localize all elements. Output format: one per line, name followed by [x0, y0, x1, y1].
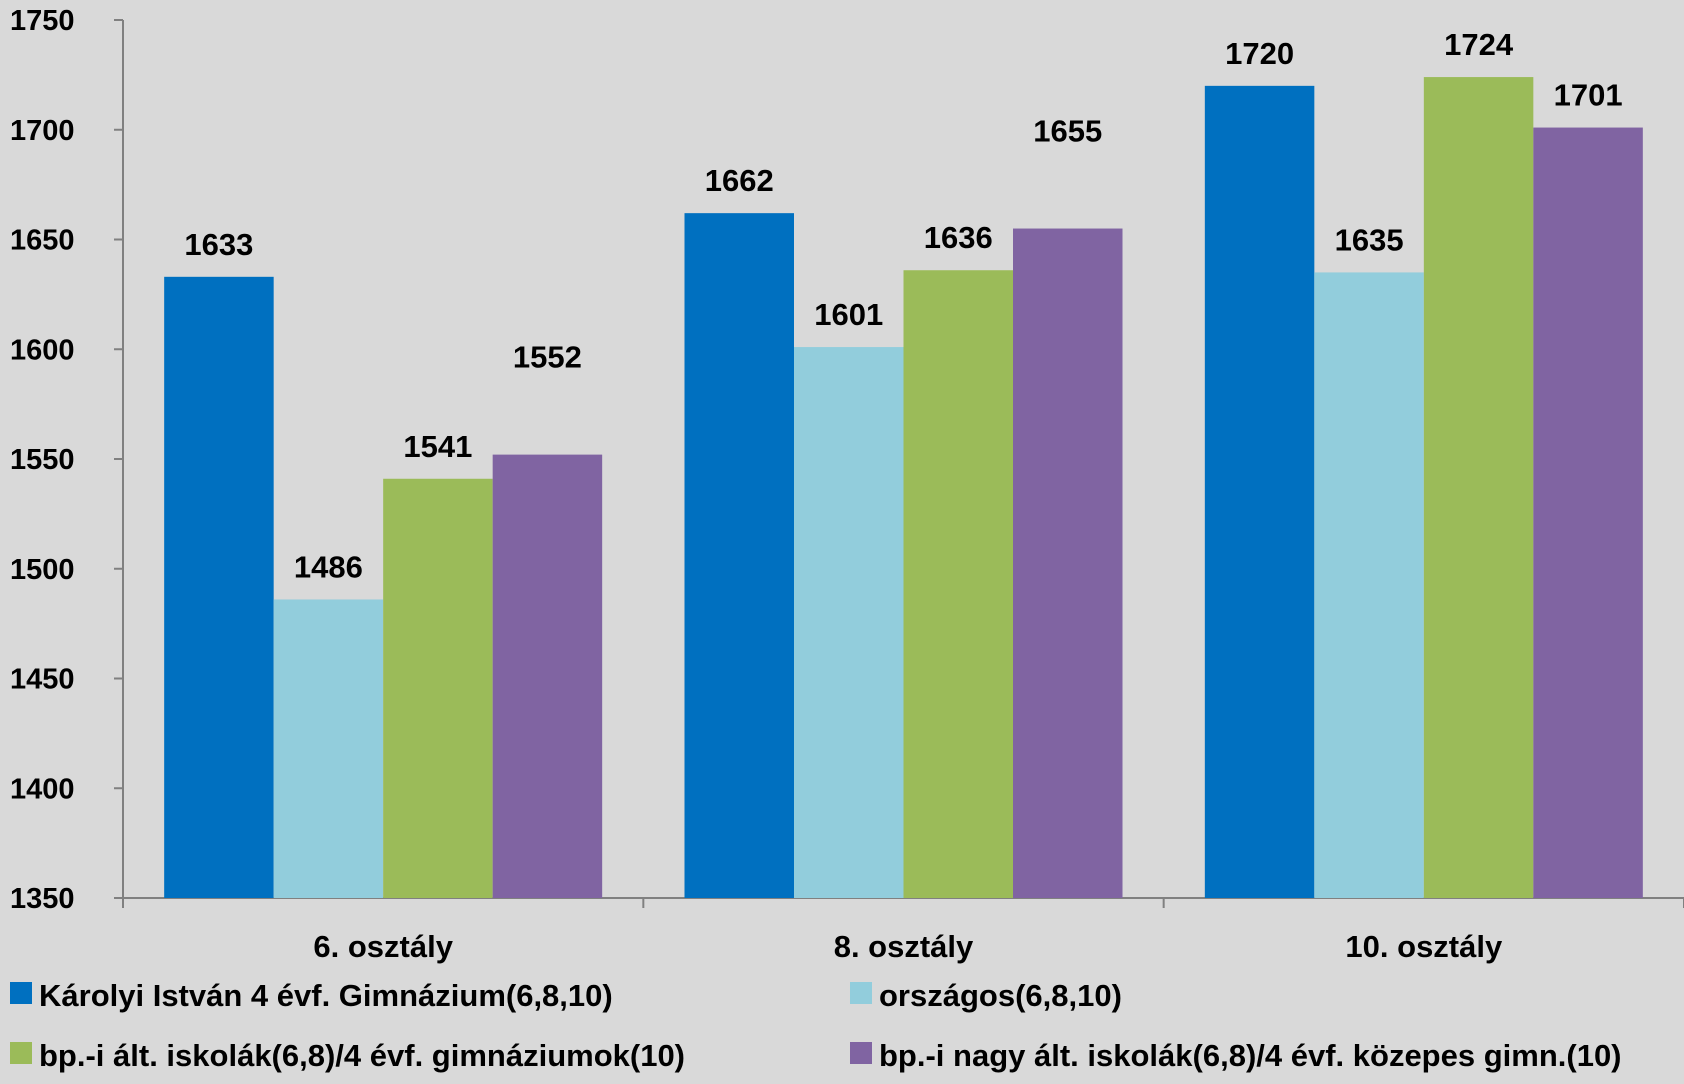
bar [383, 478, 493, 898]
legend-swatch [850, 1042, 872, 1064]
y-tick-label: 1550 [10, 444, 75, 476]
y-tick-label: 1400 [10, 773, 75, 805]
legend-label: bp.-i ált. iskolák(6,8)/4 évf. gimnázium… [39, 1038, 685, 1073]
bar [903, 270, 1013, 899]
data-labels: 1633 1662 1720 1486 1601 1635 1541 1636 1724 1552… [184, 27, 1622, 584]
bars [164, 77, 1643, 899]
legend-swatch [10, 982, 32, 1004]
y-tick-label: 1750 [10, 5, 75, 37]
data-label: 1724 [1444, 27, 1514, 62]
bar [492, 454, 603, 898]
bar [1533, 127, 1643, 899]
y-tick-label: 1450 [10, 664, 75, 696]
legend-swatch [850, 982, 872, 1004]
data-label: 1541 [403, 429, 472, 464]
legend: Károlyi István 4 évf. Gimnázium(6,8,10) o… [10, 978, 1622, 1073]
data-label: 1636 [924, 220, 993, 255]
x-category-label: 8. osztály [834, 929, 974, 964]
legend-label: bp.-i nagy ált. iskolák(6,8)/4 évf. köze… [879, 1038, 1622, 1073]
bar [164, 276, 274, 898]
y-tick-label: 1600 [10, 334, 75, 366]
bar [684, 213, 794, 898]
legend-swatch [10, 1042, 32, 1064]
bar [1314, 272, 1424, 898]
x-category-label: 6. osztály [313, 929, 453, 964]
data-label: 1701 [1554, 78, 1623, 113]
data-label: 1552 [513, 340, 582, 375]
bar [1013, 228, 1123, 898]
x-axis: 6. osztály 8. osztály 10. osztály [122, 897, 1684, 964]
data-label: 1486 [294, 549, 363, 584]
data-label: 1655 [1033, 114, 1102, 149]
data-label: 1635 [1335, 222, 1404, 257]
y-axis: 1350 1400 1450 1500 1550 1600 1650 1700 1750 [10, 5, 124, 915]
y-tick-label: 1350 [10, 883, 75, 915]
legend-label: Károlyi István 4 évf. Gimnázium(6,8,10) [39, 978, 613, 1013]
y-tick-label: 1650 [10, 225, 75, 257]
bar [273, 599, 384, 898]
bar [1204, 85, 1315, 899]
data-label: 1601 [814, 297, 883, 332]
legend-label: országos(6,8,10) [879, 978, 1122, 1013]
data-label: 1662 [705, 163, 774, 198]
x-category-label: 10. osztály [1345, 929, 1503, 964]
bar [1423, 77, 1534, 898]
data-label: 1720 [1225, 36, 1294, 71]
data-label: 1633 [184, 227, 253, 262]
y-tick-label: 1500 [10, 554, 75, 586]
y-tick-label: 1700 [10, 115, 75, 147]
bar [794, 347, 904, 898]
